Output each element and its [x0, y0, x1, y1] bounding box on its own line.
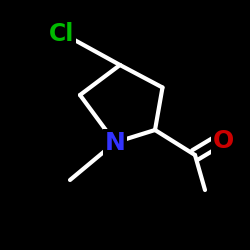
Text: N: N [104, 130, 126, 154]
Text: O: O [213, 129, 234, 153]
Text: Cl: Cl [48, 22, 74, 46]
